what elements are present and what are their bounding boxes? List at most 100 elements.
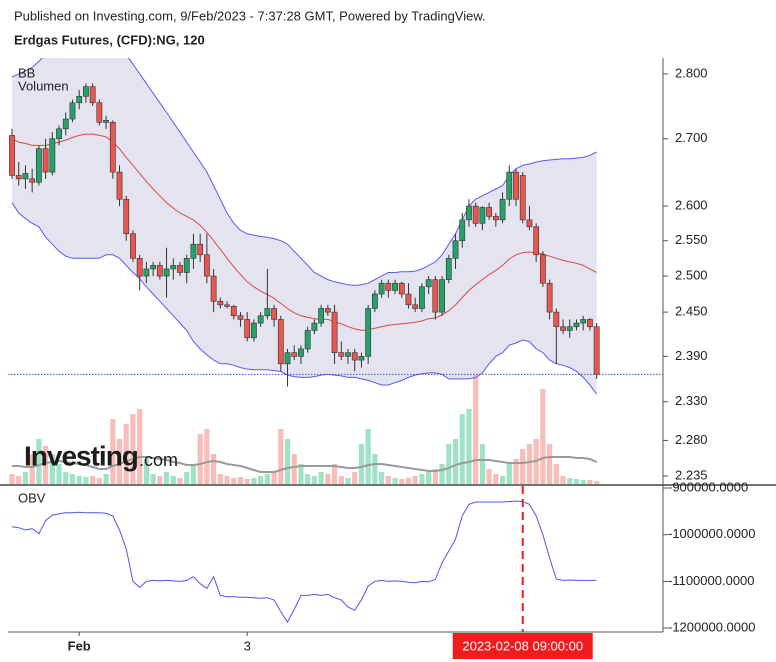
volume-bar (96, 478, 102, 484)
candle-body (546, 282, 553, 313)
volume-bar (338, 476, 344, 484)
volume-bar (204, 429, 210, 484)
y-tick-label: 2.235 (675, 467, 708, 482)
volume-bar (237, 477, 244, 484)
candle-body (459, 219, 466, 242)
candle-body (560, 326, 566, 331)
volume-bar (103, 474, 109, 484)
watermark-suffix: .com (139, 450, 178, 470)
candle-body (358, 356, 365, 361)
volume-bar (540, 389, 546, 484)
candle-body (103, 120, 109, 123)
y-tick-label: 2.390 (675, 348, 708, 363)
volume-bar (459, 414, 465, 484)
candle-body (492, 216, 499, 221)
candle-body (499, 198, 506, 221)
candle-body (96, 102, 103, 123)
volume-bar (372, 454, 378, 484)
volume-bar (130, 414, 136, 484)
candle-body (533, 226, 540, 256)
candle-body (405, 293, 412, 306)
volume-bar (90, 476, 96, 484)
volume-bar (251, 478, 257, 484)
candle-body (237, 315, 244, 320)
volume-bar (385, 476, 391, 484)
volume-bar (520, 449, 526, 484)
candle-body (264, 308, 271, 317)
watermark-brand: Investing (24, 440, 138, 471)
volume-bar (499, 476, 506, 484)
volume-bar (580, 480, 586, 484)
candle-body (163, 268, 170, 277)
volume-bar (217, 474, 223, 484)
candle-body (439, 279, 445, 313)
candle-body (371, 293, 378, 309)
candle-body (318, 308, 325, 324)
y-tick-label: 2.600 (675, 198, 708, 213)
candle-body (324, 308, 331, 313)
volume-bar (311, 476, 317, 484)
volume-bar (190, 464, 197, 484)
candle-body (35, 148, 42, 183)
bollinger-lower (11, 202, 598, 395)
volume-bar (49, 454, 55, 484)
volume-bar (157, 476, 163, 484)
candle-body (190, 243, 197, 259)
candle-body (116, 171, 123, 200)
volume-bar (331, 464, 338, 484)
candle-body (452, 240, 459, 259)
candle-body (156, 265, 163, 277)
candle-body (506, 171, 513, 200)
candle-body (385, 282, 392, 291)
volume-bar (16, 476, 22, 484)
volume-bar (594, 481, 600, 484)
volume-bar (56, 464, 62, 484)
volume-bar (123, 424, 129, 484)
volume-bar (573, 479, 580, 484)
candle-body (284, 352, 291, 365)
candle-body (291, 352, 298, 357)
candle-body (486, 207, 493, 217)
volume-bar (439, 464, 445, 484)
volume-bar (291, 454, 297, 484)
candle-body (56, 128, 62, 140)
bollinger-middle (11, 133, 597, 331)
candle-body (257, 315, 264, 324)
candle-body (197, 243, 204, 256)
candle-body (83, 86, 89, 97)
candle-body (392, 282, 398, 291)
volume-bar (486, 469, 492, 484)
volume-bar (305, 474, 311, 484)
candle-body (123, 198, 130, 235)
instrument-title: Erdgas Futures, (CFD):NG, 120 (14, 32, 205, 47)
candle-body (526, 219, 533, 228)
volume-bar (271, 472, 277, 484)
candle-body (425, 279, 432, 288)
volume-bar (405, 478, 412, 484)
volume-bar (224, 476, 230, 484)
volume-bar (365, 429, 371, 484)
volume-bar (432, 469, 438, 484)
volume-bar (479, 444, 485, 484)
volume-bar (298, 464, 304, 484)
candle-body (109, 122, 116, 173)
candle-body (49, 138, 56, 173)
candle-body (351, 352, 358, 361)
candle-body (69, 102, 76, 120)
candle-body (183, 258, 190, 273)
volume-bar (244, 479, 250, 484)
candle-body (143, 268, 150, 277)
candle-body (304, 330, 311, 350)
candle-body (331, 311, 338, 353)
volume-bar (163, 472, 170, 484)
obv-label: OBV (18, 490, 46, 505)
crosshair-label-box (452, 633, 593, 659)
volume-bar (513, 459, 519, 484)
watermark: Investing .com (24, 440, 178, 471)
bollinger-upper (11, 58, 597, 286)
obv-line (11, 500, 597, 623)
volume-bar (446, 444, 452, 484)
candle-body (466, 205, 472, 221)
volume-bar (83, 477, 89, 484)
candle-body (398, 282, 405, 295)
